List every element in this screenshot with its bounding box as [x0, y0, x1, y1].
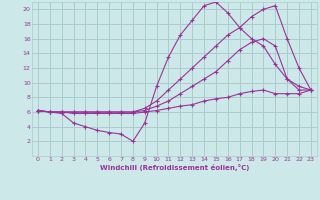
X-axis label: Windchill (Refroidissement éolien,°C): Windchill (Refroidissement éolien,°C) — [100, 164, 249, 171]
